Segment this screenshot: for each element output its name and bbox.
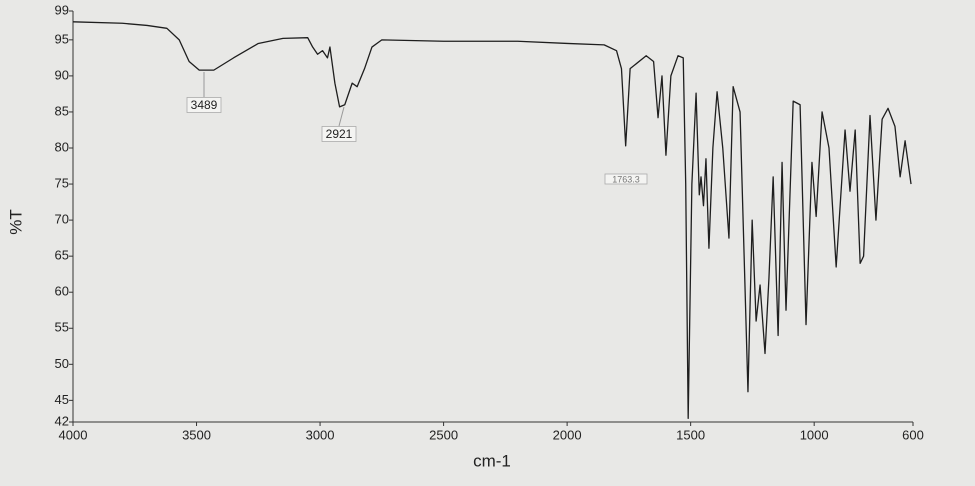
y-tick-label: 80: [55, 139, 69, 154]
y-axis-title: %T: [6, 209, 25, 235]
x-tick-label: 1000: [800, 427, 829, 442]
y-tick-label: 95: [55, 31, 69, 46]
y-tick-label: 85: [55, 103, 69, 118]
y-tick-label: 65: [55, 248, 69, 263]
y-tick-label: 70: [55, 212, 69, 227]
x-tick-label: 3500: [182, 427, 211, 442]
x-tick-label: 3000: [306, 427, 335, 442]
y-tick-label: 99: [55, 2, 69, 17]
annotation-leader: [338, 106, 345, 127]
spectrum-line: [72, 21, 912, 420]
x-tick-label: 4000: [59, 427, 88, 442]
y-tick-label: 55: [55, 320, 69, 335]
y-tick-label: 90: [55, 67, 69, 82]
annotation-box: [604, 173, 648, 185]
annotation: 2921: [326, 127, 353, 141]
annotation-box: [186, 97, 222, 113]
annotation: 1763.3: [612, 174, 640, 184]
x-axis-title: cm-1: [473, 451, 511, 470]
x-tick-label: 2000: [553, 427, 582, 442]
x-tick-label: 2500: [429, 427, 458, 442]
y-tick-label: 45: [55, 392, 69, 407]
x-tick-label: 600: [902, 427, 924, 442]
annotation: 3489: [191, 98, 218, 112]
y-tick-label: 50: [55, 356, 69, 371]
y-tick-label: 75: [55, 175, 69, 190]
y-tick-label: 60: [55, 284, 69, 299]
x-tick-label: 1500: [676, 427, 705, 442]
y-tick-label: 42: [55, 413, 69, 428]
annotation-box: [321, 126, 357, 142]
